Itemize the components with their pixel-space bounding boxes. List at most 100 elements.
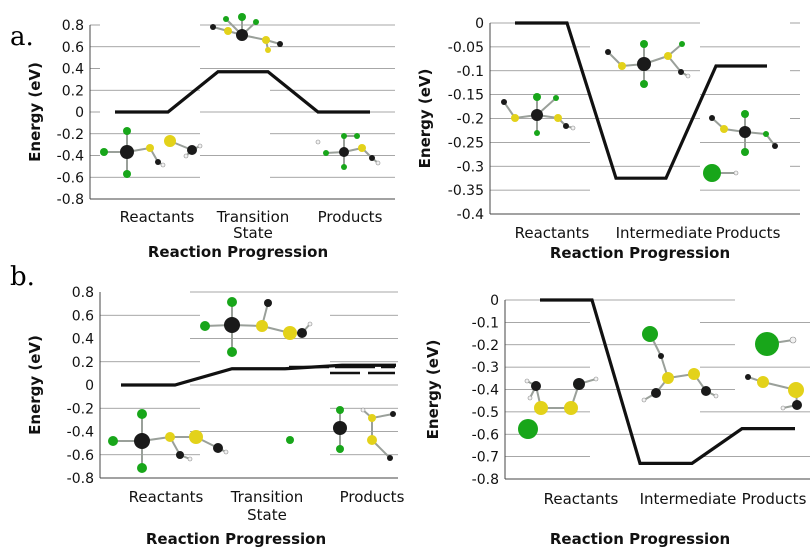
atom-c [605, 49, 611, 55]
atom-h [524, 378, 530, 384]
atom-c [339, 147, 349, 157]
y-axis-title: Energy (eV) [424, 340, 442, 440]
atom-s [554, 114, 562, 122]
atom-h [780, 405, 786, 411]
atom-h [733, 170, 739, 176]
y-tick-label: 0.6 [62, 40, 84, 56]
y-tick-label: 0 [75, 105, 84, 121]
atom-c [176, 451, 184, 459]
y-tick-label: -0.2 [472, 338, 499, 354]
x-category-label: Transition [216, 208, 290, 226]
atom-h [197, 143, 203, 149]
atom-s [256, 320, 268, 332]
y-axis-title: Energy (eV) [26, 62, 44, 162]
atom-cl [227, 347, 237, 357]
atom-cl [341, 133, 347, 139]
atom-h [789, 336, 797, 344]
x-category-label: Products [340, 488, 405, 506]
panel-label-a: a. [10, 22, 34, 52]
atom-cl [640, 80, 648, 88]
molecule-reactant-b [108, 409, 229, 473]
x-axis-title: Reaction Progression [550, 530, 730, 548]
atom-s [358, 144, 366, 152]
y-tick-label: -0.35 [448, 183, 484, 199]
y-tick-label: -0.4 [57, 149, 84, 165]
y-axis-title: Energy (eV) [26, 335, 44, 435]
y-tick-label: -0.1 [457, 64, 484, 80]
y-tick-label: -0.15 [448, 88, 484, 104]
y-tick-label: 0.8 [72, 285, 94, 301]
atom-cl [679, 41, 685, 47]
atom-c [563, 123, 569, 129]
energy-chart-3: -0.8 -0.6 -0.4 -0.2 0 0.2 0.4 0.6 0.8 Reactants Tr… [26, 285, 405, 548]
atom-s [224, 27, 232, 35]
atom-h [183, 153, 189, 159]
atom-c [120, 145, 134, 159]
x-category-label: Reactants [544, 490, 619, 508]
panel-label-b: b. [10, 262, 35, 292]
y-tick-label: -0.2 [67, 401, 94, 417]
atom-cl [763, 131, 769, 137]
atom-c [134, 433, 150, 449]
atom-c [573, 378, 585, 390]
y-tick-label: -0.4 [67, 425, 94, 441]
x-category-label: Reactants [129, 488, 204, 506]
atom-cl [518, 419, 538, 439]
x-category-label: Products [716, 224, 781, 242]
atom-cl [336, 406, 344, 414]
atom-c [651, 388, 661, 398]
atom-h [315, 139, 321, 145]
atom-cl [741, 110, 749, 118]
atom-c [277, 41, 283, 47]
molecule-product-b2 [745, 332, 804, 411]
atom-c [224, 317, 240, 333]
atom-cl [223, 16, 229, 22]
atom-cl [336, 445, 344, 453]
x-category-label: State [233, 224, 273, 242]
atom-h [685, 73, 691, 79]
y-tick-label: 0.4 [62, 62, 84, 78]
y-tick-label: -0.1 [472, 315, 499, 331]
energy-profile-line [115, 70, 370, 114]
atom-c [210, 24, 216, 30]
atom-cl [703, 164, 721, 182]
energy-chart-4: -0.8 -0.7 -0.6 -0.5 -0.4 -0.3 -0.2 -0.1 0 Reactan… [424, 293, 810, 548]
y-tick-label: -0.25 [448, 135, 484, 151]
x-axis-title: Reaction Progression [550, 244, 730, 262]
atom-h [570, 125, 576, 131]
atom-s [564, 401, 578, 415]
energy-profile-line [540, 298, 795, 465]
atom-h [375, 160, 381, 166]
atom-cl [533, 93, 541, 101]
atom-h [641, 397, 647, 403]
atom-c [236, 29, 248, 41]
atom-c [264, 299, 272, 307]
atom-c [701, 386, 711, 396]
atom-h [360, 407, 366, 413]
atom-s [534, 401, 548, 415]
atom-cl [741, 148, 749, 156]
atom-cl [286, 436, 294, 444]
atom-c [369, 155, 375, 161]
y-tick-label: -0.2 [57, 127, 84, 143]
atom-c [213, 443, 223, 453]
atom-h [223, 449, 229, 455]
atom-s [720, 125, 728, 133]
y-tick-label: -0.8 [57, 192, 84, 208]
y-tick-label: -0.8 [472, 472, 499, 488]
atom-s [511, 114, 519, 122]
atom-s [368, 414, 376, 422]
atom-c [390, 411, 396, 417]
atom-c [709, 115, 715, 121]
atom-cl [200, 321, 210, 331]
energy-chart-2: -0.4 -0.35 -0.3 -0.25 -0.2 -0.15 -0.1 -0.05 0 Rea… [416, 16, 800, 262]
atom-s [618, 62, 626, 70]
atom-c [501, 99, 507, 105]
molecule-product-b [286, 406, 396, 461]
energy-profile-line [515, 21, 767, 180]
atom-c [531, 381, 541, 391]
molecule-reactant-a2 [501, 93, 576, 136]
y-tick-label: -0.6 [472, 427, 499, 443]
x-category-label: Reactants [120, 208, 195, 226]
atom-c [739, 126, 751, 138]
